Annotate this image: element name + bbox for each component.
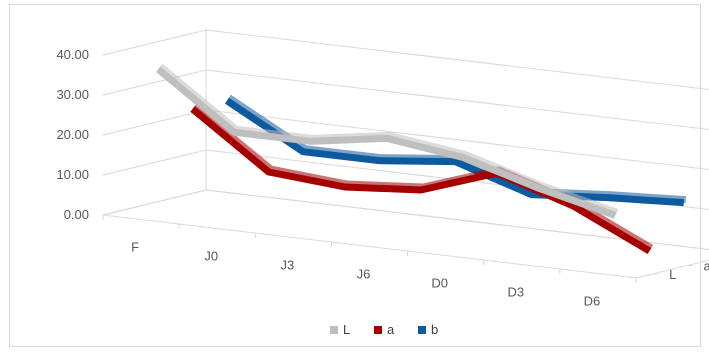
series-L (156, 63, 619, 219)
legend-label-a: a (387, 322, 395, 337)
legend-swatch-a (374, 326, 382, 334)
y-tick-label: 20.00 (56, 127, 89, 142)
y-tick-label: 30.00 (56, 87, 89, 102)
x-tick-label: D0 (431, 276, 448, 291)
depth-tick-label: L (669, 267, 676, 282)
chart-frame (9, 4, 701, 347)
x-tick-label: F (131, 240, 139, 255)
x-tick-label: J0 (204, 249, 218, 264)
x-tick-label: D6 (584, 294, 601, 309)
x-tick-label: D3 (507, 285, 524, 300)
legend-swatch-L (330, 326, 338, 334)
series-layer (156, 63, 686, 255)
y-tick-label: 10.00 (56, 167, 89, 182)
legend-label-b: b (431, 322, 438, 337)
depth-tick-label: a (704, 259, 709, 274)
y-tick-label: 40.00 (56, 47, 89, 62)
gridline (102, 29, 709, 90)
x-tick-label: J3 (280, 258, 294, 273)
y-tick-label: 0.00 (64, 207, 89, 222)
x-tick-label: J6 (357, 267, 371, 282)
legend-swatch-b (418, 326, 426, 334)
legend-label-L: L (343, 322, 350, 337)
